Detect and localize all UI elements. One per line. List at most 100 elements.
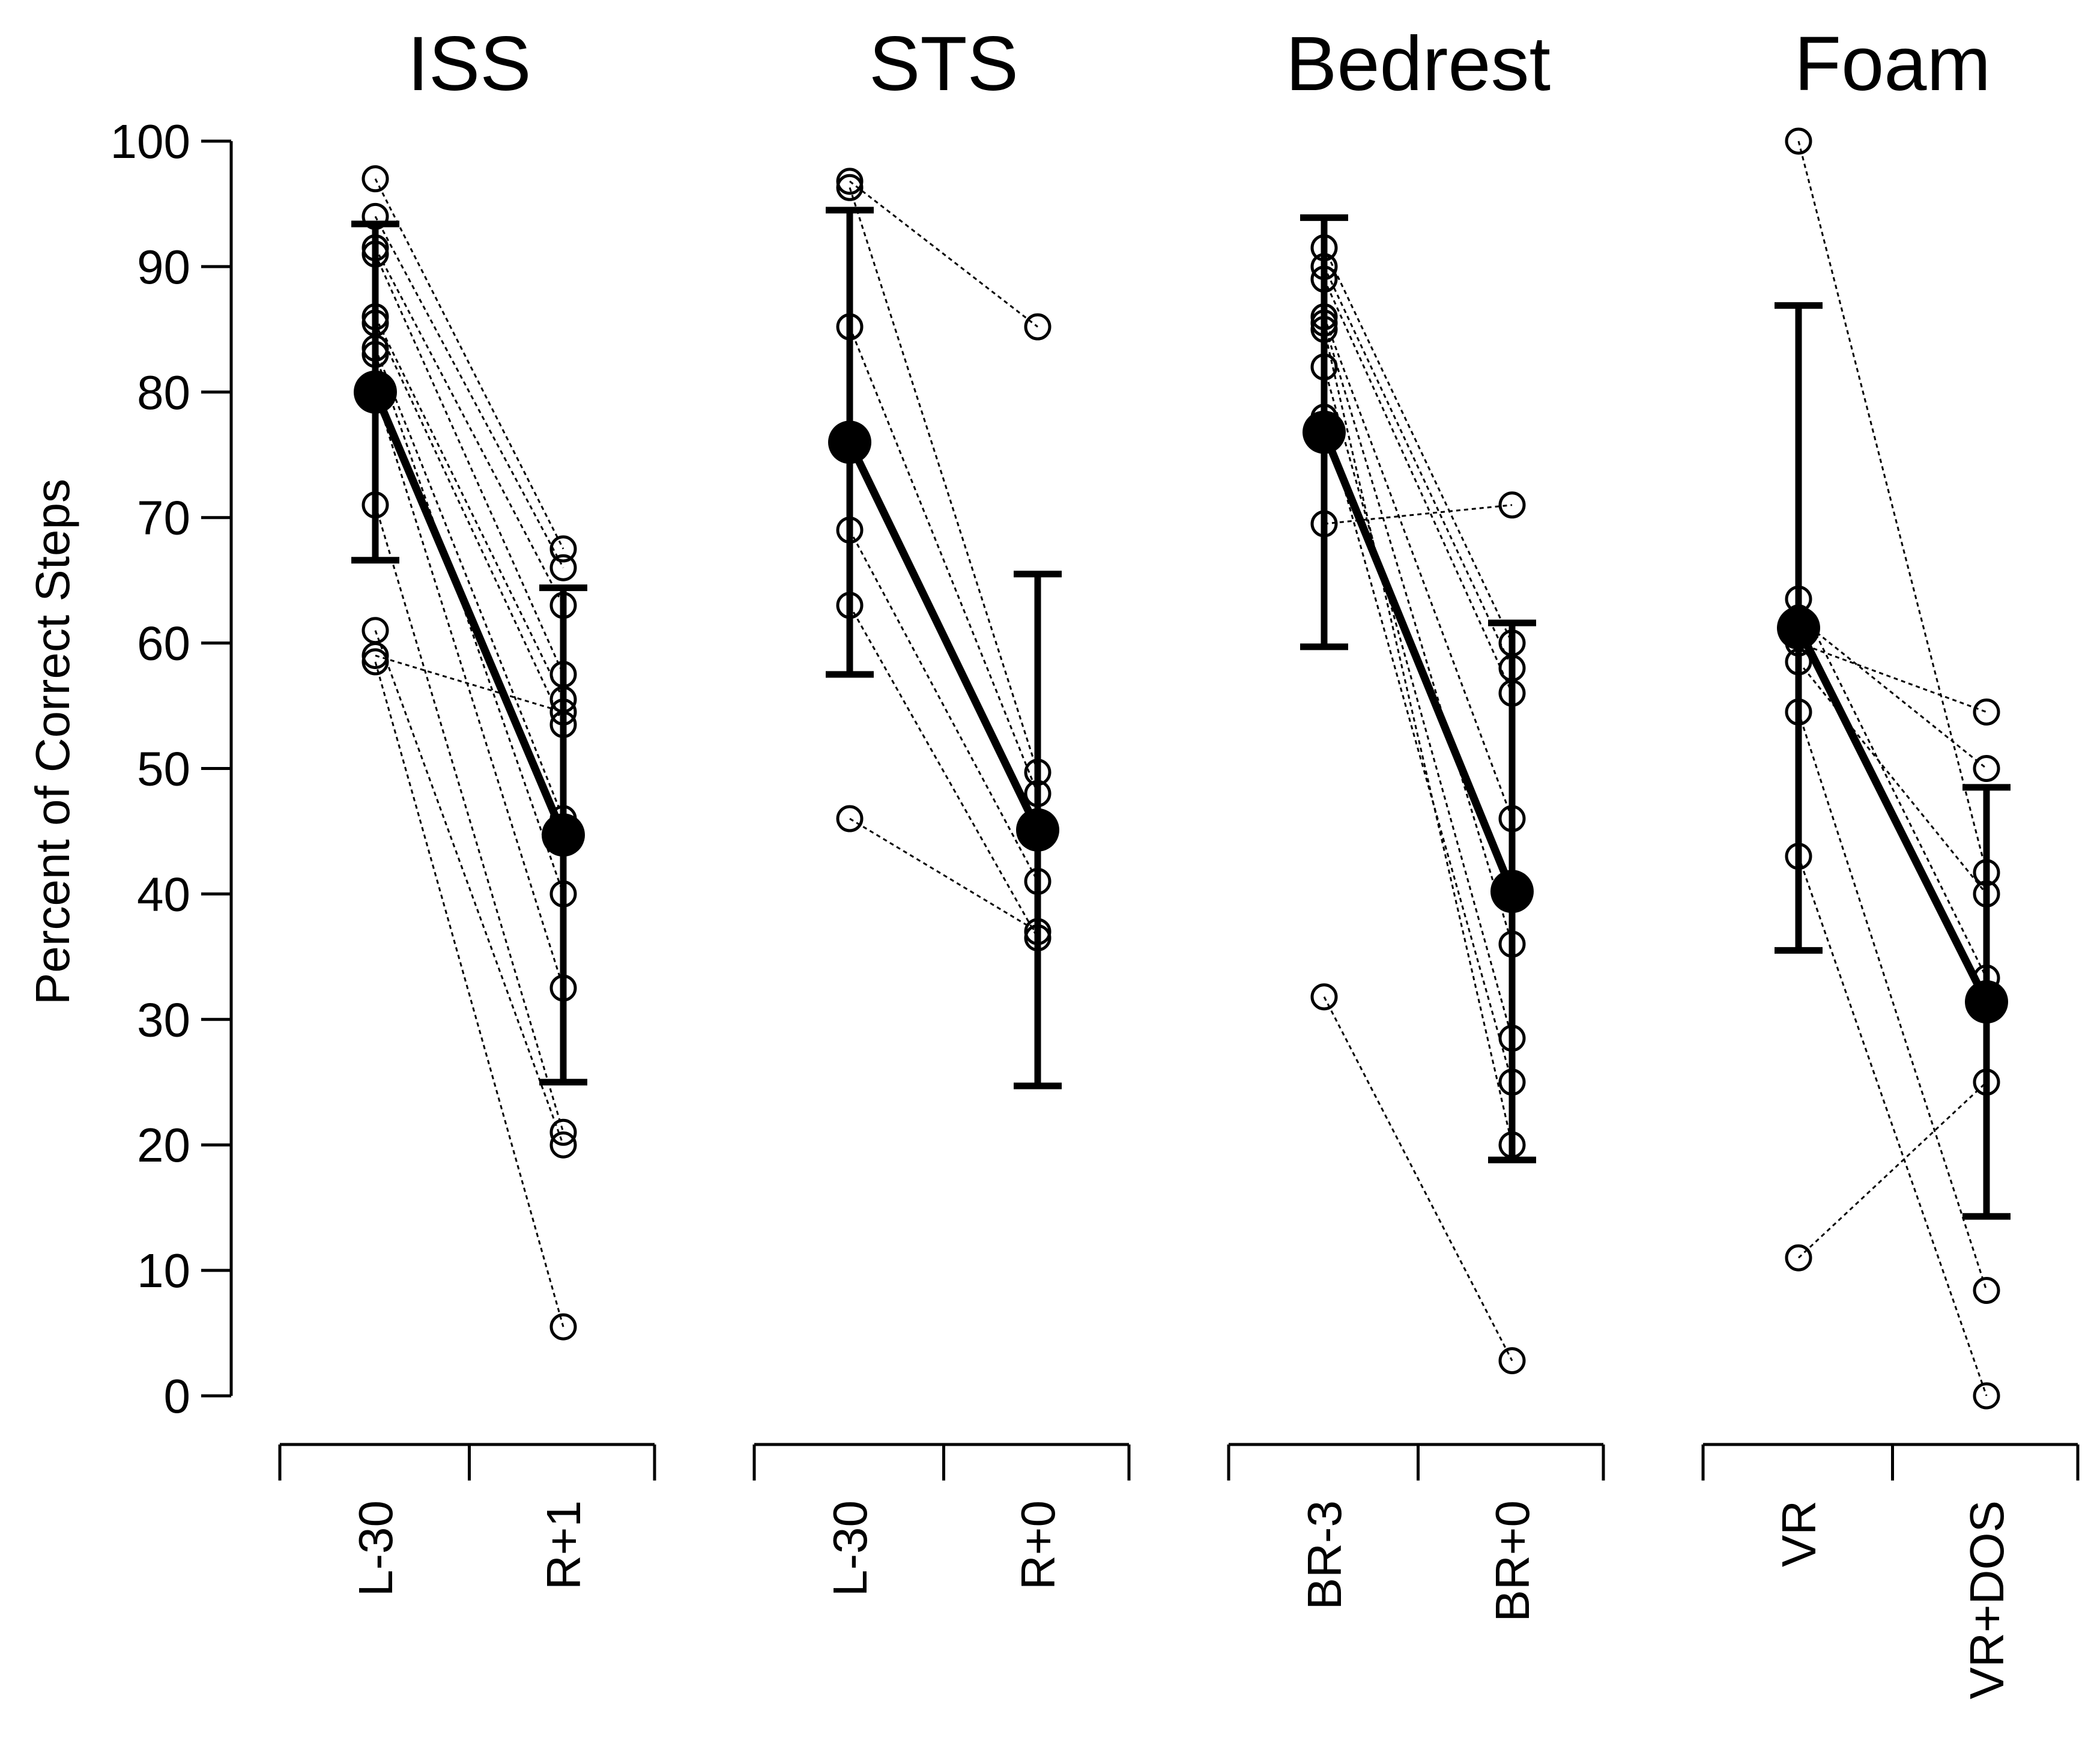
subject-line — [1323, 417, 1513, 1083]
subject-point — [836, 592, 864, 619]
subject-line — [374, 354, 564, 894]
subject-point — [1024, 759, 1052, 786]
subject-line — [1797, 1081, 1988, 1259]
subject-point — [362, 335, 389, 362]
subject-point — [1498, 1131, 1526, 1159]
y-axis-label: Percent of Correct Steps — [26, 479, 79, 1005]
subject-point — [1973, 1277, 2000, 1305]
subject-point — [1310, 353, 1338, 381]
subject-line — [849, 326, 1039, 794]
subject-line — [1797, 856, 1988, 1396]
subject-line — [1323, 366, 1513, 1039]
subject-point — [1498, 1068, 1526, 1096]
subject-point — [362, 341, 389, 368]
subject-point — [549, 974, 577, 1002]
subject-point — [1310, 265, 1338, 293]
subject-line — [374, 178, 564, 550]
y-tick-label: 20 — [137, 1118, 190, 1172]
subject-line — [1323, 266, 1513, 669]
subject-point — [549, 554, 577, 581]
subject-line — [1797, 661, 1988, 895]
subject-line — [1797, 598, 1988, 979]
subject-point — [1310, 303, 1338, 330]
subject-point — [1973, 698, 2000, 726]
mean-point — [542, 813, 585, 857]
subject-point — [836, 517, 864, 544]
subject-point — [549, 880, 577, 908]
subject-point — [836, 174, 864, 201]
subject-point — [1498, 491, 1526, 519]
subject-point — [1310, 510, 1338, 538]
subject-point — [362, 234, 389, 262]
subject-point — [1024, 924, 1052, 952]
subject-point — [1973, 880, 2000, 908]
panel-iss: ISS L-30 R+1 — [278, 21, 656, 1596]
subject-point — [1024, 780, 1052, 807]
subject-point — [1785, 127, 1812, 155]
subject-point — [836, 805, 864, 832]
subject-point — [362, 303, 389, 330]
subject-point — [549, 535, 577, 563]
subject-line — [375, 655, 564, 713]
subject-line — [1797, 712, 1988, 1291]
subject-point — [1498, 805, 1526, 832]
subject-line — [1323, 316, 1513, 819]
subject-point — [836, 168, 864, 195]
panel-title: ISS — [407, 21, 531, 107]
x-tick-label: L-30 — [823, 1500, 877, 1596]
x-tick-label: BR-3 — [1298, 1500, 1351, 1610]
subject-point — [362, 202, 389, 230]
panel-title: Bedrest — [1286, 21, 1551, 107]
subject-point — [1024, 868, 1052, 896]
subject-line — [374, 630, 564, 1145]
mean-point — [1490, 870, 1534, 914]
x-tick-label: L-30 — [349, 1500, 402, 1596]
subject-point — [1310, 234, 1338, 262]
subject-point — [1785, 1244, 1812, 1272]
subject-point — [549, 1131, 577, 1159]
mean-point — [1016, 808, 1059, 852]
subject-point — [1785, 843, 1812, 870]
subject-point — [1310, 253, 1338, 280]
subject-point — [1024, 313, 1052, 341]
subject-point — [549, 1313, 577, 1341]
subject-point — [549, 698, 577, 726]
y-tick-label: 30 — [137, 993, 190, 1046]
subject-point — [362, 491, 389, 519]
subject-point — [1498, 930, 1526, 958]
subject-line — [849, 817, 1038, 933]
y-tick-label: 40 — [137, 867, 190, 921]
x-tick-label: R+1 — [537, 1500, 590, 1590]
subject-line — [374, 505, 564, 1133]
mean-line — [1320, 428, 1516, 896]
y-tick-label: 60 — [137, 617, 190, 670]
subject-line — [374, 661, 564, 1327]
subject-point — [1310, 309, 1338, 337]
subject-line — [1323, 279, 1513, 694]
subject-point — [549, 711, 577, 738]
subject-line — [374, 247, 564, 606]
y-tick-label: 50 — [137, 742, 190, 796]
subject-line — [374, 323, 564, 726]
mean-point — [354, 370, 397, 414]
subject-point — [549, 1118, 577, 1146]
subject-point — [1973, 1068, 2000, 1096]
subject-line — [1323, 323, 1513, 945]
subject-line — [849, 187, 1039, 773]
subject-point — [1973, 755, 2000, 782]
subject-point — [362, 641, 389, 669]
mean-line — [371, 388, 567, 839]
x-tick-label: BR+0 — [1486, 1500, 1539, 1622]
subject-point — [836, 313, 864, 341]
subject-point — [1498, 654, 1526, 682]
mean-line — [1794, 624, 1991, 1006]
y-tick-label: 70 — [137, 491, 190, 545]
y-tick-label: 80 — [137, 366, 190, 419]
subject-line — [1798, 642, 1987, 713]
subject-line — [1323, 247, 1513, 644]
panel-sts: STS L-30 R+0 — [752, 21, 1131, 1596]
subject-point — [1498, 1347, 1526, 1375]
x-tick-label: VR — [1772, 1500, 1826, 1567]
